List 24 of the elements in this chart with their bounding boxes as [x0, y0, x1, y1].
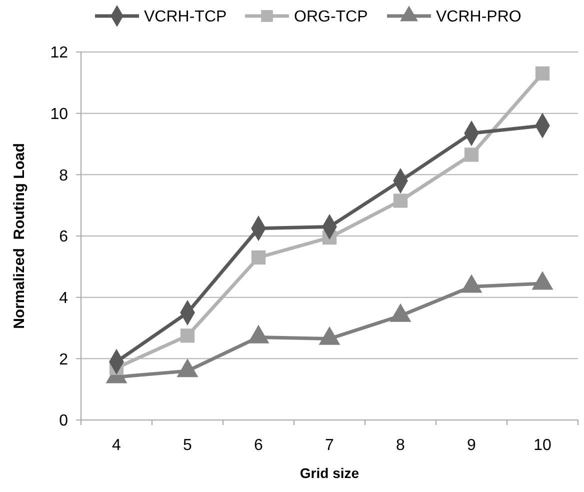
- y-tick-label: 12: [50, 44, 68, 62]
- x-tick-label: 4: [112, 437, 122, 454]
- point: [535, 66, 550, 81]
- legend-label: ORG-TCP: [294, 8, 368, 26]
- x-tick-label: 8: [396, 437, 406, 454]
- legend-label: VCRH-TCP: [144, 8, 227, 26]
- x-axis-title: Grid size: [300, 465, 360, 481]
- y-tick-label: 10: [50, 106, 68, 123]
- x-tick-label: 9: [467, 437, 476, 454]
- y-tick-label: 4: [59, 290, 68, 307]
- y-tick-label: 0: [59, 412, 68, 430]
- point: [393, 194, 408, 208]
- y-tick-label: 2: [59, 351, 68, 368]
- legend-label: VCRH-PRO: [436, 8, 522, 26]
- point: [251, 250, 266, 265]
- y-axis-title: Normalized Routing Load: [11, 143, 28, 329]
- x-tick-label: 10: [534, 437, 552, 454]
- point: [180, 328, 195, 343]
- x-tick-label: 5: [183, 437, 192, 454]
- x-tick-label: 7: [325, 437, 334, 454]
- x-tick-label: 6: [254, 437, 264, 454]
- y-tick-label: 8: [59, 167, 68, 184]
- y-tick-label: 6: [59, 228, 68, 246]
- point: [464, 148, 479, 162]
